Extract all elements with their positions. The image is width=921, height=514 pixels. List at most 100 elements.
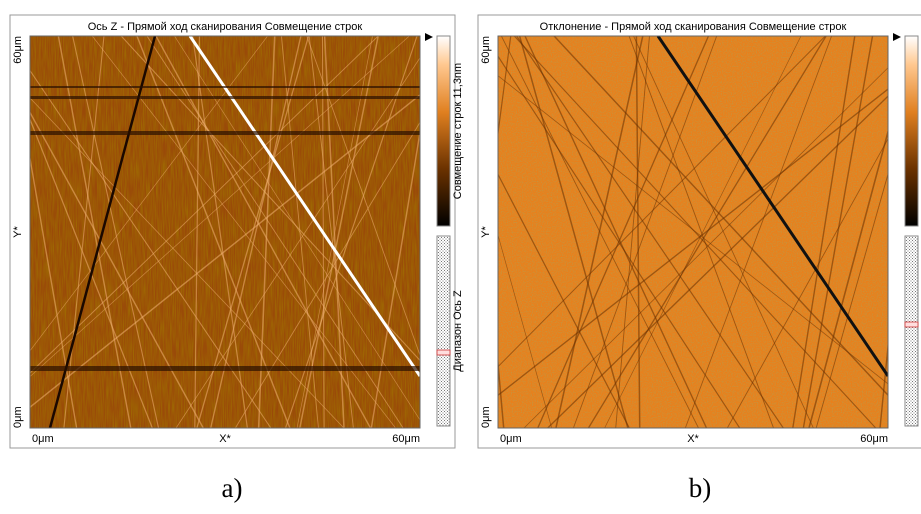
scratch bbox=[155, 36, 372, 428]
scratch bbox=[136, 36, 291, 428]
range-marker bbox=[904, 321, 919, 328]
scratch bbox=[656, 36, 888, 377]
side-label: Диапазон Ось Z bbox=[452, 290, 464, 372]
range-bar bbox=[904, 235, 919, 427]
x-label: X* bbox=[219, 433, 231, 445]
scratch bbox=[604, 36, 802, 428]
scratch bbox=[192, 36, 248, 428]
scratch bbox=[498, 36, 512, 138]
scratch bbox=[30, 36, 410, 378]
scan-image bbox=[30, 36, 420, 428]
panel-title: Отклонение - Прямой ход сканирования Сов… bbox=[540, 21, 847, 33]
x-start: 0μm bbox=[500, 433, 522, 445]
side-label: Совмещение строк 11,3nm bbox=[452, 63, 464, 199]
panel-caption: a) bbox=[222, 473, 243, 503]
scratch bbox=[188, 36, 420, 377]
y-start: 0μm bbox=[480, 406, 492, 428]
scratch bbox=[615, 36, 650, 428]
scratch bbox=[498, 88, 888, 397]
scratch bbox=[30, 97, 345, 428]
y-end: 60μm bbox=[480, 36, 492, 64]
scratch bbox=[30, 117, 153, 428]
panel-title: Ось Z - Прямой ход сканирования Совмещен… bbox=[88, 21, 363, 33]
y-start: 0μm bbox=[12, 406, 24, 428]
scratch bbox=[30, 36, 379, 374]
scratch bbox=[63, 36, 105, 428]
x-end: 60μm bbox=[392, 433, 420, 445]
scratch bbox=[555, 36, 644, 428]
scan-content bbox=[498, 36, 888, 428]
color-bar bbox=[904, 35, 919, 227]
scratch bbox=[57, 36, 132, 428]
y-label: Y* bbox=[12, 225, 24, 237]
image-border bbox=[29, 35, 421, 429]
bar-marker bbox=[425, 33, 433, 41]
scan-image bbox=[498, 36, 888, 428]
scratch bbox=[175, 57, 420, 428]
x-start: 0μm bbox=[32, 433, 54, 445]
scratch bbox=[210, 36, 302, 428]
scratch bbox=[30, 93, 420, 409]
scratch bbox=[802, 36, 874, 428]
scratch bbox=[516, 36, 784, 428]
scratch bbox=[498, 233, 552, 428]
range-bar bbox=[436, 235, 451, 427]
scratch bbox=[635, 36, 641, 428]
scratch bbox=[257, 36, 276, 428]
scratch bbox=[815, 172, 888, 428]
scratch bbox=[523, 67, 888, 428]
scan-band bbox=[30, 96, 420, 99]
scratch bbox=[196, 36, 310, 428]
panel-caption: b) bbox=[689, 473, 712, 503]
scratch bbox=[48, 36, 157, 428]
scratch bbox=[572, 36, 718, 428]
scratch bbox=[30, 69, 272, 428]
scan-band bbox=[30, 86, 420, 88]
y-end: 60μm bbox=[12, 36, 24, 64]
scratch bbox=[518, 36, 629, 428]
scratch bbox=[524, 36, 708, 428]
scratch bbox=[284, 36, 418, 428]
scratch bbox=[30, 154, 78, 428]
scratch bbox=[296, 36, 373, 428]
scratch bbox=[808, 128, 888, 428]
scratch bbox=[280, 36, 319, 428]
bar-marker bbox=[893, 33, 901, 41]
scratch bbox=[30, 111, 204, 428]
scratch bbox=[72, 36, 160, 428]
scratch bbox=[194, 36, 201, 428]
scratch bbox=[146, 36, 404, 428]
x-label: X* bbox=[687, 433, 699, 445]
scratch bbox=[234, 121, 420, 428]
scratch bbox=[792, 36, 856, 428]
scratch bbox=[498, 36, 826, 368]
scan-band bbox=[30, 366, 420, 371]
scan-content bbox=[30, 36, 420, 428]
scratch bbox=[323, 36, 345, 428]
scratch bbox=[547, 95, 888, 428]
scratch bbox=[684, 36, 832, 428]
scratch bbox=[537, 36, 710, 428]
scratch bbox=[553, 36, 888, 397]
scratch bbox=[91, 36, 396, 428]
scratch bbox=[299, 36, 379, 428]
scratch bbox=[726, 137, 888, 428]
scratch bbox=[120, 36, 420, 362]
color-bar bbox=[436, 35, 451, 227]
scratch bbox=[306, 36, 420, 357]
image-border bbox=[497, 35, 889, 429]
x-end: 60μm bbox=[860, 433, 888, 445]
scratch bbox=[879, 339, 888, 428]
y-label: Y* bbox=[480, 225, 492, 237]
scan-band bbox=[30, 131, 420, 135]
scratch bbox=[30, 36, 268, 352]
scratch bbox=[308, 36, 354, 428]
scratch bbox=[370, 128, 420, 428]
range-marker bbox=[436, 349, 451, 356]
scratch bbox=[498, 173, 630, 428]
scratch bbox=[498, 55, 741, 428]
scratch bbox=[628, 36, 774, 428]
scratch bbox=[587, 36, 827, 428]
